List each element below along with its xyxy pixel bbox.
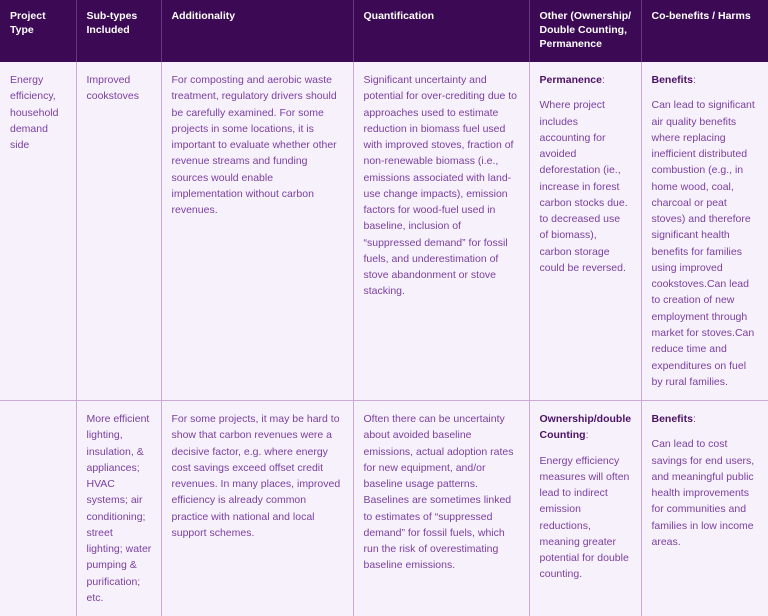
table-row: Energy efficiency, household demand side… xyxy=(0,62,768,402)
cell-heading-text: Ownership/double Counting xyxy=(539,413,632,442)
cell-additionality: For some projects, it may be hard to sho… xyxy=(161,400,354,616)
cell-heading-colon: : xyxy=(692,74,696,86)
header-row: Project Type Sub-types Included Addition… xyxy=(0,0,768,62)
cell-other: Permanence: Where project includes accou… xyxy=(529,62,642,402)
cell-heading-colon: : xyxy=(692,413,696,426)
header-line: Sub-types xyxy=(86,10,138,22)
cell-heading: Ownership/double Counting: xyxy=(540,411,632,444)
cell-heading: Benefits: xyxy=(652,411,760,427)
cell-project-type: Energy efficiency, household demand side xyxy=(0,62,76,402)
cell-heading-colon: : xyxy=(585,429,589,442)
header-line: Quantification xyxy=(363,10,435,22)
header-line: Project Type xyxy=(10,10,46,37)
cell-project-type xyxy=(0,400,76,616)
column-header-sub-types: Sub-types Included xyxy=(76,0,162,62)
cell-co-benefits: Benefits: Can lead to cost savings for e… xyxy=(641,400,768,616)
table-body: Energy efficiency, household demand side… xyxy=(0,62,768,616)
cell-sub-types: Improved cookstoves xyxy=(75,62,162,402)
cell-heading-text: Permanence xyxy=(539,74,602,86)
table-header: Project Type Sub-types Included Addition… xyxy=(0,0,768,62)
cell-body: Can lead to cost savings for end users, … xyxy=(651,438,755,548)
cell-heading-text: Benefits xyxy=(651,413,693,426)
header-line: Other (Ownership/ xyxy=(539,10,632,22)
header-line: Double Counting, xyxy=(539,24,627,37)
cell-heading-colon: : xyxy=(601,74,605,86)
cell-heading-text: Benefits xyxy=(651,74,693,86)
table-row: More efficient lighting, insulation, & a… xyxy=(0,400,768,616)
cell-sub-types: More efficient lighting, insulation, & a… xyxy=(75,400,162,616)
header-line: Co-benefits / Harms xyxy=(651,10,751,22)
header-line: Additionality xyxy=(171,10,236,22)
cell-co-benefits: Benefits: Can lead to significant air qu… xyxy=(641,62,768,402)
header-line: Included xyxy=(86,24,130,37)
cell-body: Can lead to significant air quality bene… xyxy=(651,99,755,388)
cell-body: Where project includes accounting for av… xyxy=(539,99,628,274)
cell-quantification: Often there can be uncertainty about avo… xyxy=(353,400,530,616)
column-header-additionality: Additionality xyxy=(161,0,354,62)
column-header-other: Other (Ownership/ Double Counting, Perma… xyxy=(529,0,642,62)
cell-quantification: Significant uncertainty and potential fo… xyxy=(353,62,530,402)
cell-heading: Benefits: xyxy=(652,72,760,88)
cell-additionality: For composting and aerobic waste treatme… xyxy=(161,62,354,402)
column-header-project-type: Project Type xyxy=(0,0,77,62)
cell-other: Ownership/double Counting: Energy effici… xyxy=(529,400,642,616)
column-header-quantification: Quantification xyxy=(353,0,530,62)
cell-body: Energy efficiency measures will often le… xyxy=(539,454,630,581)
cell-heading: Permanence: xyxy=(540,72,632,88)
column-header-co-benefits: Co-benefits / Harms xyxy=(641,0,768,62)
header-line: Permanence xyxy=(539,38,602,51)
